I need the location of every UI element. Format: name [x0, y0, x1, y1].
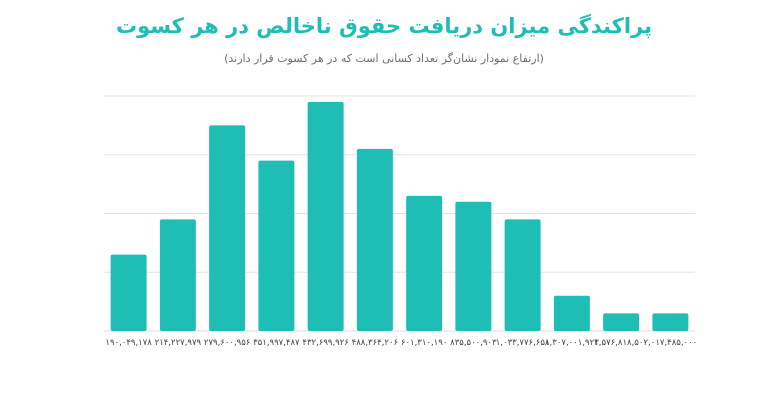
bars [110, 101, 689, 331]
bar [455, 201, 492, 331]
bar [504, 219, 541, 331]
bar [209, 125, 246, 331]
gridlines [104, 95, 695, 332]
bar [159, 219, 196, 331]
bar [356, 148, 393, 331]
x-tick-label: ۲۱۴,۲۲۷,۹۷۹ [155, 338, 202, 348]
x-tick-label: ۸۳۵,۵۰۰,۹۰۳ [450, 338, 497, 348]
x-tick-label: ۴۳۲,۶۹۹,۹۲۶ [302, 338, 349, 348]
chart-title: پراکندگی میزان دریافت حقوق ناخالص در هر … [116, 14, 652, 38]
bar [258, 160, 295, 331]
bar [553, 295, 590, 331]
x-tick-label: ۶۰۱,۳۱۰,۱۹۰ [401, 338, 448, 348]
bar [603, 313, 640, 331]
x-tick-label: ۴۸۸,۳۶۴,۲۰۶ [352, 338, 399, 348]
x-tick-label: ۱,۳۰۷,۰۰۱,۹۲۳ [545, 338, 599, 348]
bar [406, 195, 443, 331]
bar [652, 313, 689, 331]
x-tick-label: ۲۷۹,۶۰۰,۹۵۶ [204, 338, 251, 348]
x-tick-label: ۱,۵۷۶,۸۱۸,۵۰۰ [594, 338, 648, 348]
x-tick-label: ۲,۰۱۷,۴۸۵,۰۰۰ [643, 338, 697, 348]
chart-subtitle: (ارتفاع نمودار نشان‌گر تعداد کسانی است ک… [224, 52, 544, 65]
x-tick-label: ۳۵۱,۹۹۷,۴۸۷ [253, 338, 300, 348]
x-tick-label: ۱۹۰,۰۴۹,۱۷۸ [105, 338, 152, 348]
x-tick-label: ۱,۰۳۳,۷۷۶,۶۵۸ [496, 338, 550, 348]
x-tick-labels: ۱۹۰,۰۴۹,۱۷۸ ۲۱۴,۲۲۷,۹۷۹ ۲۷۹,۶۰۰,۹۵۶ ۳۵۱,۹۹۷… [105, 338, 697, 348]
bar [110, 254, 147, 331]
bar [307, 101, 344, 331]
